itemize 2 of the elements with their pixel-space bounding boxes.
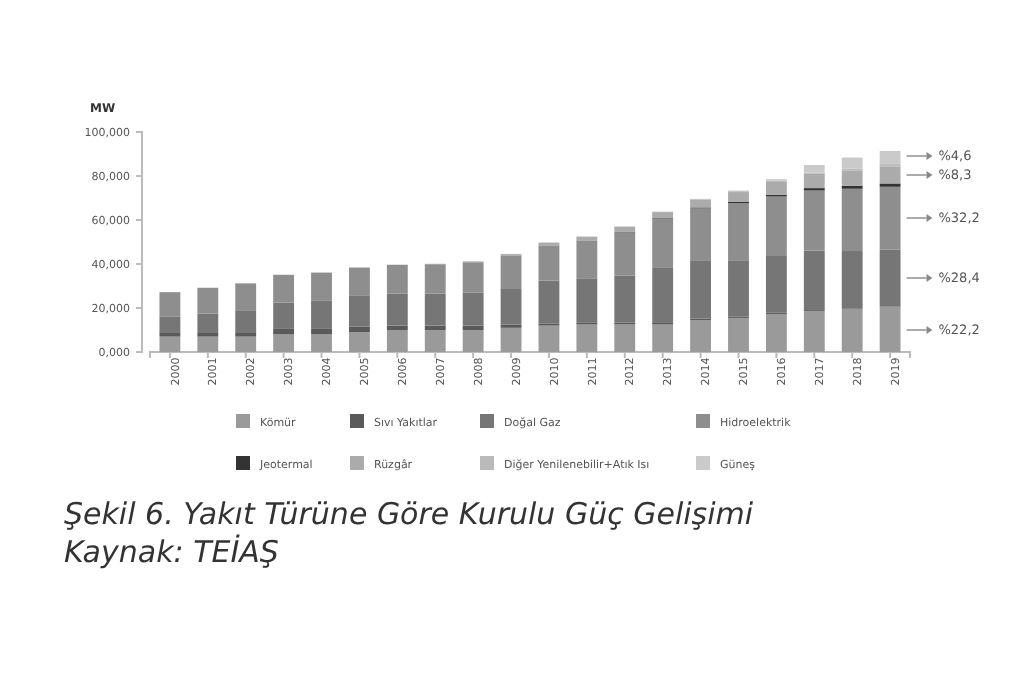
text: Kaynak: TEİAŞ	[64, 534, 280, 570]
text: Şekil 6. Yakıt Türüne Göre Kurulu Güç Gelişimi	[64, 496, 755, 532]
